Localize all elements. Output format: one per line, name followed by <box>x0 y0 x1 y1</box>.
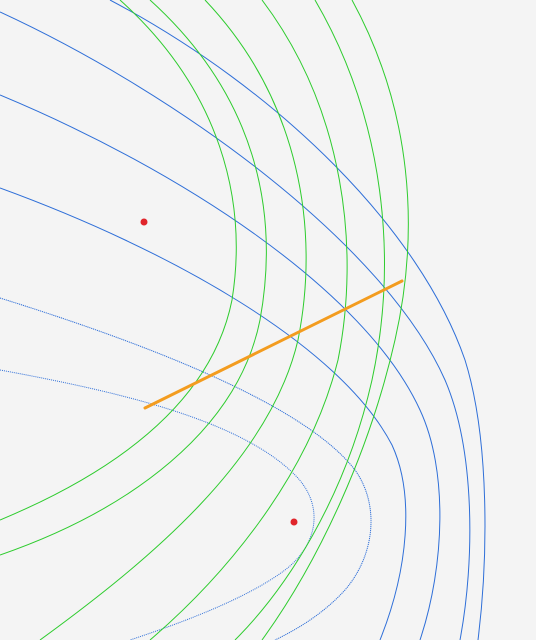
blue-curve-6 <box>109 0 486 640</box>
red-point-lower <box>290 518 298 526</box>
green-curve-3 <box>39 0 307 640</box>
green-curve-6 <box>261 0 409 640</box>
green-curve-family <box>0 0 409 640</box>
green-curve-4 <box>149 0 348 640</box>
blue-curve-2 <box>0 297 372 640</box>
green-curve-1 <box>0 0 237 521</box>
blue-curve-4 <box>0 94 441 640</box>
red-point-upper <box>140 218 148 226</box>
orange-segment <box>143 279 404 410</box>
green-curve-5 <box>234 0 385 640</box>
blue-curve-5 <box>0 11 471 640</box>
blue-curve-1 <box>0 369 315 640</box>
green-curve-2 <box>0 0 267 556</box>
